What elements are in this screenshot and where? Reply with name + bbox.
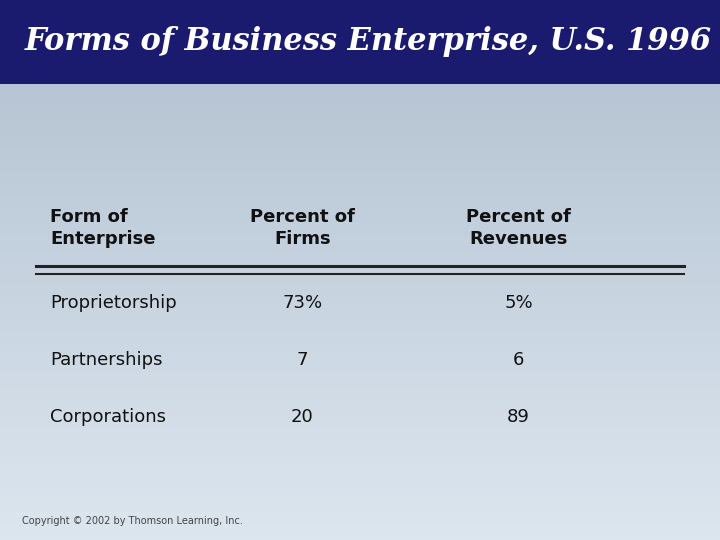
Text: 6: 6 bbox=[513, 351, 524, 369]
Text: Form of
Enterprise: Form of Enterprise bbox=[50, 208, 156, 248]
Text: Percent of
Revenues: Percent of Revenues bbox=[466, 208, 571, 248]
Text: 73%: 73% bbox=[282, 294, 323, 312]
Text: Forms of Business Enterprise, U.S. 1996: Forms of Business Enterprise, U.S. 1996 bbox=[25, 26, 712, 57]
Text: Copyright © 2002 by Thomson Learning, Inc.: Copyright © 2002 by Thomson Learning, In… bbox=[22, 516, 243, 526]
Text: 20: 20 bbox=[291, 408, 314, 426]
Text: Corporations: Corporations bbox=[50, 408, 166, 426]
Text: Percent of
Firms: Percent of Firms bbox=[250, 208, 355, 248]
Text: 89: 89 bbox=[507, 408, 530, 426]
Text: 5%: 5% bbox=[504, 294, 533, 312]
Text: 7: 7 bbox=[297, 351, 308, 369]
Text: Proprietorship: Proprietorship bbox=[50, 294, 177, 312]
Bar bbox=[0, 0, 720, 84]
Text: Partnerships: Partnerships bbox=[50, 351, 163, 369]
